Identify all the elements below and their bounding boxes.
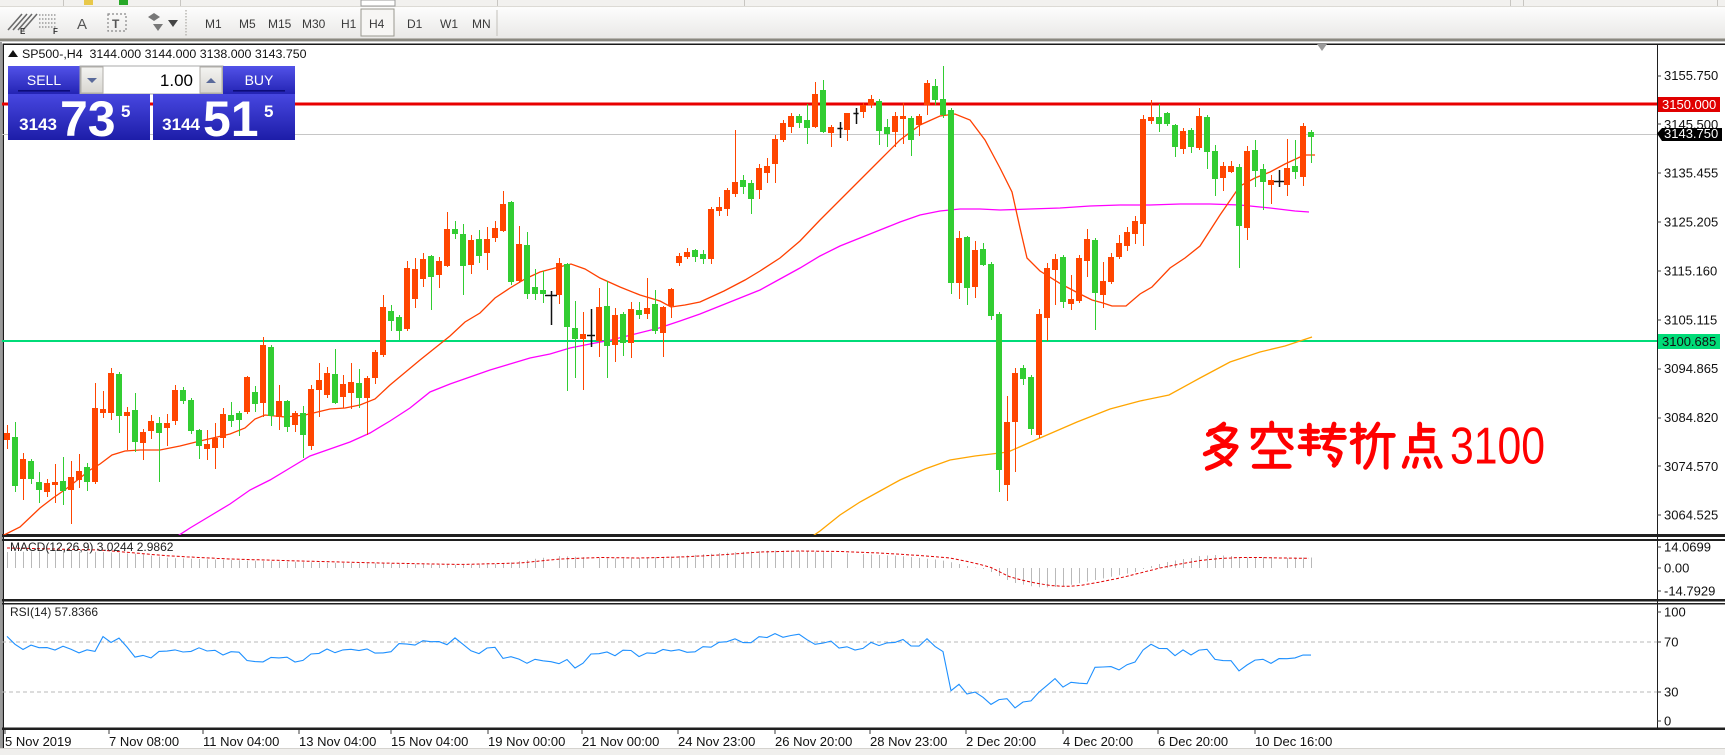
svg-text:M15: M15 xyxy=(268,17,292,31)
svg-text:6 Dec 20:00: 6 Dec 20:00 xyxy=(1158,734,1228,749)
svg-text:7 Nov 08:00: 7 Nov 08:00 xyxy=(109,734,179,749)
svg-text:T: T xyxy=(112,17,120,31)
svg-text:3144: 3144 xyxy=(162,115,200,134)
svg-text:14.0699: 14.0699 xyxy=(1664,540,1711,555)
svg-text:3150.000: 3150.000 xyxy=(1662,97,1716,112)
svg-text:10 Dec 16:00: 10 Dec 16:00 xyxy=(1255,734,1332,749)
svg-text:3084.820: 3084.820 xyxy=(1664,410,1718,425)
svg-text:11 Nov 04:00: 11 Nov 04:00 xyxy=(203,734,279,749)
svg-text:W1: W1 xyxy=(440,17,458,31)
svg-text:RSI(14) 57.8366: RSI(14) 57.8366 xyxy=(10,605,98,619)
svg-text:F: F xyxy=(53,27,58,36)
svg-text:3125.205: 3125.205 xyxy=(1664,215,1718,230)
svg-text:3094.865: 3094.865 xyxy=(1664,361,1718,376)
svg-text:19 Nov 00:00: 19 Nov 00:00 xyxy=(488,734,565,749)
svg-text:70: 70 xyxy=(1664,635,1678,650)
svg-text:3135.455: 3135.455 xyxy=(1664,166,1718,181)
svg-text:MN: MN xyxy=(472,17,491,31)
svg-text:3064.525: 3064.525 xyxy=(1664,508,1718,523)
svg-text:H1: H1 xyxy=(341,17,357,31)
svg-text:3074.570: 3074.570 xyxy=(1664,459,1718,474)
svg-text:BUY: BUY xyxy=(245,72,274,88)
svg-text:3143.750: 3143.750 xyxy=(1664,126,1718,141)
svg-text:5: 5 xyxy=(264,102,273,121)
svg-text:MACD(12,26,9) 3.0244 2.9862: MACD(12,26,9) 3.0244 2.9862 xyxy=(10,540,174,554)
svg-text:4 Dec 20:00: 4 Dec 20:00 xyxy=(1063,734,1133,749)
svg-text:5: 5 xyxy=(121,102,130,121)
svg-text:26 Nov 20:00: 26 Nov 20:00 xyxy=(775,734,852,749)
svg-text:13 Nov 04:00: 13 Nov 04:00 xyxy=(299,734,376,749)
svg-text:M30: M30 xyxy=(302,17,326,31)
svg-text:5 Nov 2019: 5 Nov 2019 xyxy=(5,734,72,749)
svg-text:51: 51 xyxy=(203,91,259,147)
svg-text:3100.685: 3100.685 xyxy=(1662,334,1716,349)
svg-text:-14.7929: -14.7929 xyxy=(1664,584,1715,599)
svg-text:15 Nov 04:00: 15 Nov 04:00 xyxy=(391,734,468,749)
svg-text:0.00: 0.00 xyxy=(1664,561,1689,576)
svg-text:SP500-,H4 3144.000 3144.000 3: SP500-,H4 3144.000 3144.000 3138.000 314… xyxy=(22,47,307,61)
svg-text:3155.750: 3155.750 xyxy=(1664,68,1718,83)
svg-text:SELL: SELL xyxy=(27,72,61,88)
svg-text:3115.160: 3115.160 xyxy=(1664,263,1717,278)
svg-text:30: 30 xyxy=(1664,685,1678,700)
svg-text:24 Nov 23:00: 24 Nov 23:00 xyxy=(678,734,755,749)
svg-text:D1: D1 xyxy=(407,17,423,31)
svg-text:73: 73 xyxy=(60,91,116,147)
svg-text:28 Nov 23:00: 28 Nov 23:00 xyxy=(870,734,947,749)
svg-text:2 Dec 20:00: 2 Dec 20:00 xyxy=(966,734,1036,749)
svg-text:3105.115: 3105.115 xyxy=(1664,312,1717,327)
svg-text:3100: 3100 xyxy=(1450,418,1545,476)
svg-text:H4: H4 xyxy=(369,17,385,31)
svg-text:E: E xyxy=(20,27,26,36)
svg-text:1.00: 1.00 xyxy=(160,71,193,90)
svg-text:M1: M1 xyxy=(205,17,222,31)
svg-text:3143: 3143 xyxy=(19,115,57,134)
svg-text:M5: M5 xyxy=(239,17,256,31)
svg-text:100: 100 xyxy=(1664,605,1686,620)
svg-text:A: A xyxy=(77,16,87,33)
svg-text:21 Nov 00:00: 21 Nov 00:00 xyxy=(582,734,659,749)
svg-text:0: 0 xyxy=(1664,714,1671,729)
